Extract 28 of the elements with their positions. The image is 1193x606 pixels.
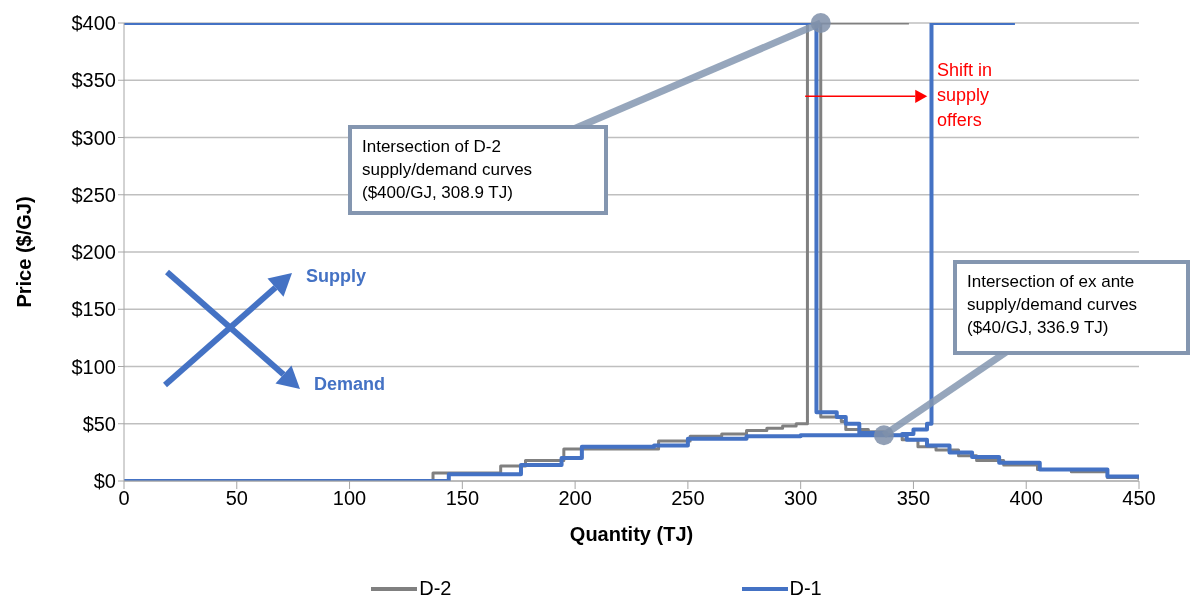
x-tick-label: 250	[671, 487, 705, 510]
x-tick-label: 50	[225, 487, 248, 510]
x-tick-label: 150	[445, 487, 480, 510]
y-tick-label: $250	[71, 183, 116, 206]
y-tick-label: $300	[71, 126, 116, 149]
legend-label: D-2	[419, 577, 452, 600]
y-axis-title: Price ($/GJ)	[13, 196, 35, 308]
x-tick-label: 450	[1122, 487, 1156, 510]
annotation: Shift in supply offers	[937, 59, 994, 132]
x-tick-label: 200	[558, 487, 592, 510]
y-tick-label: $350	[71, 69, 116, 92]
legend-label: D-1	[789, 577, 822, 600]
x-tick-label: 350	[896, 487, 931, 510]
y-tick-label: $200	[71, 241, 116, 264]
annotation: Intersection of ex ante supply/demand curves ($40/GJ, 336.9 TJ)	[967, 271, 1139, 339]
y-tick-label: $50	[82, 412, 116, 435]
x-axis-title: Quantity (TJ)	[569, 523, 694, 545]
x-tick-label: 0	[118, 487, 130, 510]
annotation: Intersection of D-2 supply/demand curves ($400/GJ, 308.9 TJ)	[362, 136, 534, 204]
annotation: Supply	[306, 266, 367, 287]
y-tick-label: $100	[71, 355, 116, 378]
y-tick-label: $0	[93, 470, 116, 493]
y-tick-label: $400	[71, 12, 116, 35]
x-tick-label: 100	[332, 487, 367, 510]
x-tick-label: 300	[783, 487, 818, 510]
x-tick-label: 400	[1009, 487, 1043, 510]
annotation: Demand	[314, 374, 386, 395]
y-tick-label: $150	[71, 298, 116, 321]
